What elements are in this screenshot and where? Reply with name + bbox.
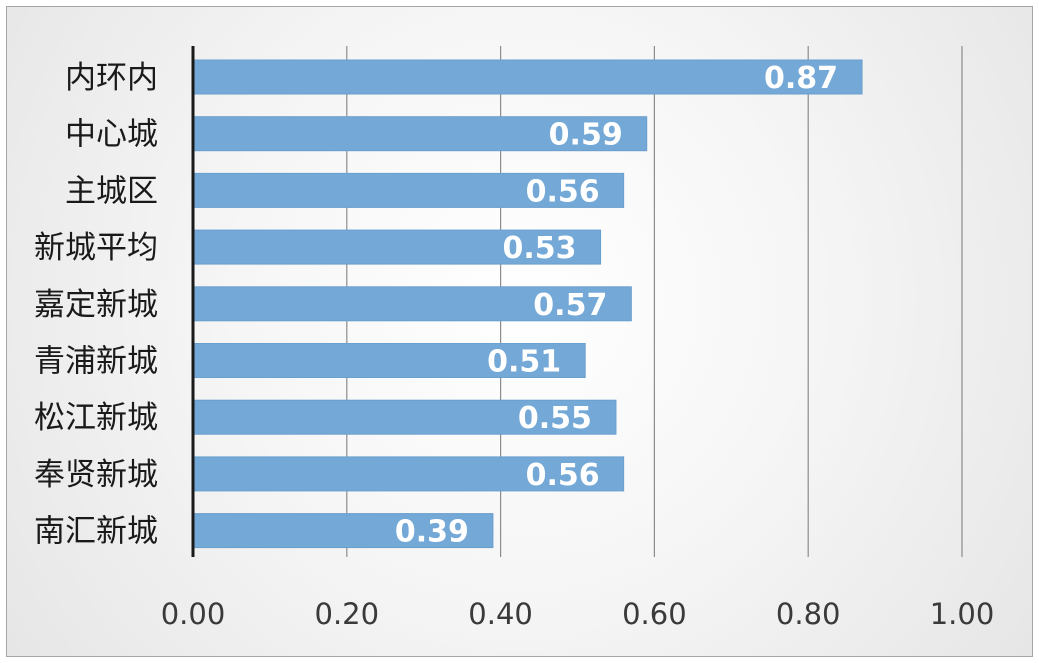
x-tick-label: 0.80	[776, 597, 841, 631]
category-label: 青浦新城	[34, 344, 158, 379]
bar	[192, 286, 632, 322]
category-label: 中心城	[65, 117, 158, 152]
chart-frame	[6, 6, 1033, 657]
data-label: 0.57	[533, 288, 607, 323]
category-label: 松江新城	[34, 400, 158, 435]
x-tick-label: 1.00	[930, 597, 995, 631]
bar	[192, 343, 586, 378]
category-label: 嘉定新城	[34, 287, 158, 322]
category-label: 南汇新城	[34, 514, 158, 549]
data-label: 0.53	[503, 231, 577, 266]
bar	[192, 399, 617, 435]
data-label: 0.51	[487, 345, 561, 380]
category-label: 内环内	[65, 60, 158, 95]
data-label: 0.39	[395, 515, 469, 550]
labels: 0.00 0.20 0.40 0.60 0.80 1.00 0.87 内环内 0.59 中心城 0.…	[34, 60, 994, 631]
bar	[192, 513, 494, 549]
bar	[192, 172, 625, 208]
data-label: 0.59	[549, 118, 623, 153]
bar	[192, 456, 625, 492]
data-label: 0.87	[764, 61, 838, 96]
bar	[192, 229, 602, 265]
x-tick-label: 0.60	[622, 597, 687, 631]
category-label: 奉贤新城	[34, 457, 158, 492]
x-tick-label: 0.20	[315, 597, 380, 631]
bar	[192, 116, 648, 152]
x-tick-label: 0.40	[468, 597, 533, 631]
category-label: 主城区	[65, 173, 158, 208]
category-label: 新城平均	[34, 230, 158, 265]
bar	[192, 59, 863, 95]
data-label: 0.55	[518, 401, 592, 436]
data-label: 0.56	[526, 174, 600, 209]
data-label: 0.56	[526, 458, 600, 493]
x-tick-label: 0.00	[161, 597, 226, 631]
